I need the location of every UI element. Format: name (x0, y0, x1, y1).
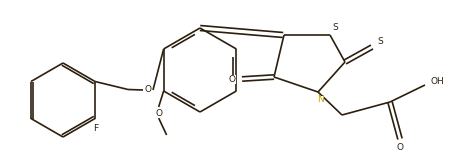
Text: O: O (396, 143, 404, 152)
Text: O: O (228, 75, 236, 84)
Text: O: O (145, 86, 152, 95)
Text: F: F (93, 124, 99, 133)
Text: S: S (377, 38, 383, 46)
Text: S: S (332, 22, 338, 32)
Text: OH: OH (430, 78, 444, 87)
Text: O: O (155, 108, 162, 117)
Text: N: N (318, 95, 324, 105)
